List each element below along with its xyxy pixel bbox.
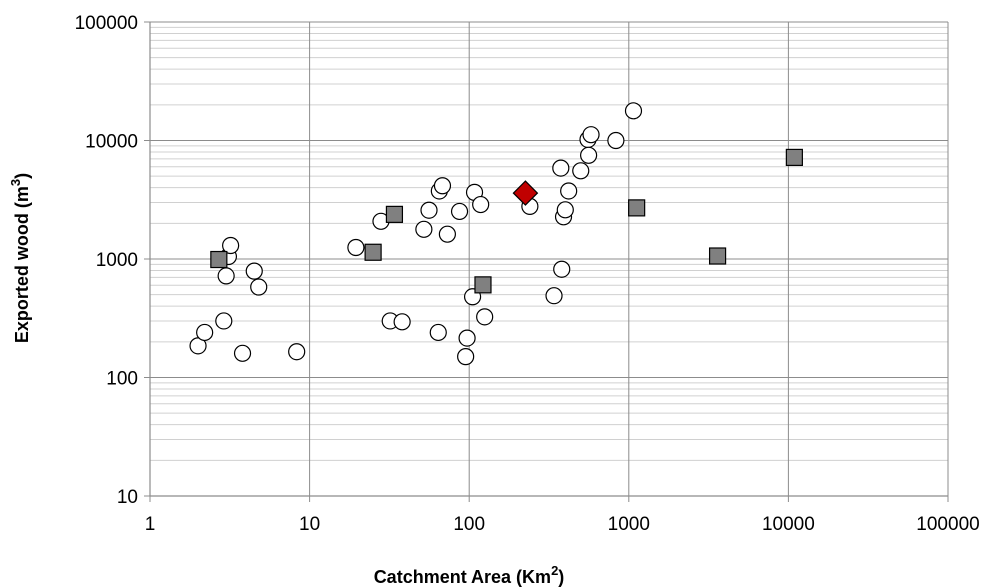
x-tick-label: 1 xyxy=(145,514,156,535)
circle-point xyxy=(556,201,574,219)
circle-point xyxy=(458,329,476,347)
circle-point xyxy=(438,225,456,243)
x-tick-label: 10000 xyxy=(762,514,815,535)
y-tick-label: 10000 xyxy=(85,132,138,153)
circle-point xyxy=(429,323,447,342)
square-point xyxy=(474,276,492,294)
y-tick-label: 1000 xyxy=(96,250,138,271)
x-tick-label: 1000 xyxy=(608,514,650,535)
circle-point xyxy=(393,313,411,331)
y-axis-title-sup: 3 xyxy=(8,179,23,186)
x-tick-labels: 1 10 100 1000 10000 100000 xyxy=(145,514,980,535)
x-tick-label: 100 xyxy=(453,514,485,535)
circle-point xyxy=(545,287,563,305)
circle-point xyxy=(607,131,625,150)
y-tick-labels: 10 100 1000 10000 100000 xyxy=(75,13,138,508)
circle-point xyxy=(222,236,240,255)
data-points xyxy=(189,102,803,366)
circle-point xyxy=(250,278,268,296)
circle-point xyxy=(450,202,469,221)
x-axis-title-suffix: ) xyxy=(558,567,564,587)
x-axis-title: Catchment Area (Km2) xyxy=(374,563,565,587)
circle-point xyxy=(624,102,643,120)
circle-point xyxy=(215,312,233,330)
square-point xyxy=(708,247,727,265)
circle-point xyxy=(233,344,252,362)
circle-point xyxy=(347,238,365,257)
circle-point xyxy=(433,177,452,195)
circle-point xyxy=(582,126,600,144)
circle-point xyxy=(415,220,433,238)
y-axis-title-text: Exported wood (m xyxy=(12,186,32,343)
circle-point xyxy=(217,267,235,285)
square-point xyxy=(785,148,803,167)
x-axis-title-text: Catchment Area (Km xyxy=(374,567,551,587)
square-point xyxy=(364,243,382,261)
circle-point xyxy=(580,146,598,164)
x-tick-label: 100000 xyxy=(916,514,979,535)
circle-point xyxy=(245,262,263,280)
y-axis-title-suffix: ) xyxy=(12,173,32,179)
circle-point xyxy=(472,195,490,214)
circle-point xyxy=(572,162,590,180)
square-point xyxy=(628,199,646,217)
circle-point xyxy=(552,159,570,177)
circle-point xyxy=(553,260,571,278)
major-gridlines xyxy=(144,21,949,502)
x-axis-title-sup: 2 xyxy=(551,563,558,578)
circle-point xyxy=(457,348,475,366)
y-tick-label: 100 xyxy=(106,369,138,390)
y-tick-label: 10 xyxy=(117,487,138,508)
minor-gridlines xyxy=(150,26,948,461)
diamond-point xyxy=(512,180,539,206)
y-tick-label: 100000 xyxy=(75,13,138,34)
circle-point xyxy=(420,201,438,219)
circle-point xyxy=(196,323,214,342)
y-axis-title: Exported wood (m3) xyxy=(8,173,32,343)
circle-point xyxy=(288,343,306,361)
circle-point xyxy=(560,182,578,200)
square-point xyxy=(210,250,228,269)
square-point xyxy=(385,205,404,223)
x-tick-label: 10 xyxy=(299,514,320,535)
circle-point xyxy=(476,308,494,326)
